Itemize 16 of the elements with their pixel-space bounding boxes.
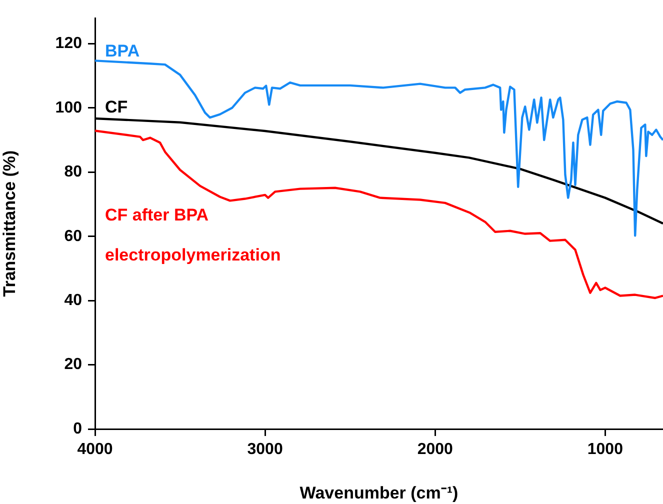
y-tick-label: 0 (73, 420, 82, 438)
x-axis-title: Wavenumber (cm⁻¹) (300, 483, 458, 502)
series-label: BPA (105, 42, 140, 61)
y-tick-label: 20 (64, 356, 82, 374)
x-tick-label: 3000 (247, 441, 283, 458)
y-tick-label: 40 (64, 292, 82, 309)
y-tick-label: 100 (55, 99, 82, 116)
x-tick-label: 4000 (77, 441, 113, 458)
x-tick-label: 1000 (587, 441, 624, 458)
y-axis-title: Transmittance (%) (0, 150, 19, 297)
y-tick-label: 80 (64, 164, 82, 181)
y-tick-label: 60 (64, 228, 82, 245)
x-tick-label: 2000 (417, 441, 454, 458)
y-tick-label: 120 (55, 35, 82, 52)
series-label: CF (105, 98, 128, 117)
text: CF after BPA electropolymerization (105, 206, 281, 265)
